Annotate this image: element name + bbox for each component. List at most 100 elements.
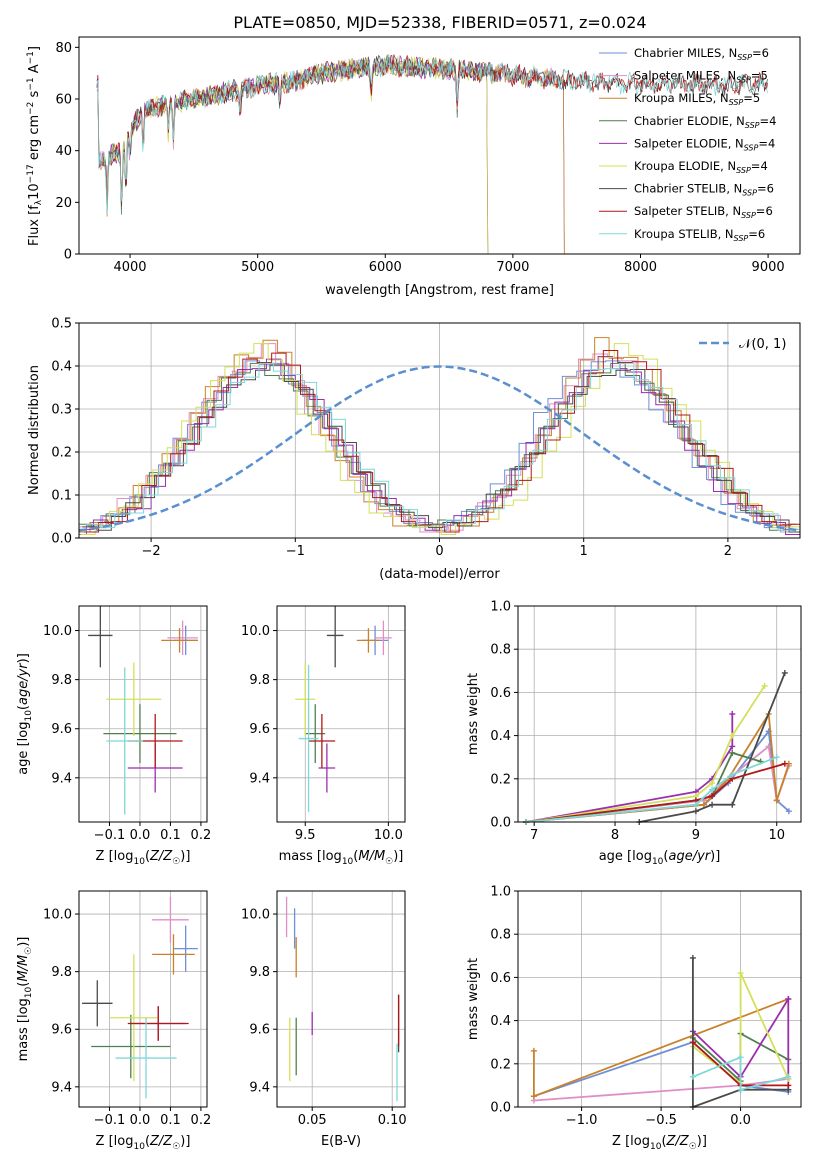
paren: )] — [180, 1134, 190, 1149]
subscript: ☉ — [172, 857, 180, 867]
x-tick-label: 10.0 — [374, 828, 403, 843]
paren: )] — [180, 849, 190, 864]
z-weight-frame — [517, 890, 802, 1108]
z-mass-frame — [78, 890, 208, 1108]
x-tick-label: 6000 — [369, 260, 402, 275]
equals: = — [757, 182, 767, 196]
subscript: SSP — [741, 211, 756, 220]
x-tick-label: 7 — [530, 828, 538, 843]
paren: )] — [16, 937, 31, 947]
math: ] — [27, 46, 42, 51]
subscript: SSP — [745, 121, 760, 130]
legend-n: , N — [725, 204, 741, 218]
histogram-series — [80, 343, 800, 536]
paren: )] — [16, 653, 31, 663]
x-axis-label: Z [log10(Z/Z☉)] — [96, 849, 191, 867]
y-tick-label: 9.8 — [249, 673, 270, 688]
legend-entry: Chabrier MILES, NSSP=6 — [634, 46, 769, 62]
paren: )] — [393, 849, 403, 864]
spectrum-frame — [78, 36, 801, 255]
legend-name: Salpeter STELIB — [634, 204, 725, 218]
x-tick-label: 0.0 — [130, 1113, 151, 1128]
subscript: 10 — [133, 1142, 145, 1152]
x-tick-label: −1.0 — [566, 1113, 598, 1128]
y-tick-label: 0.6 — [490, 686, 511, 701]
x-tick-label: −2 — [142, 544, 161, 559]
y-axis-label: Normed distribution — [27, 365, 42, 495]
y-tick-label: 0.0 — [51, 532, 72, 547]
y-tick-label: 0.2 — [490, 772, 511, 787]
math: Z/Z — [149, 849, 173, 864]
y-tick-label: 0.1 — [51, 489, 72, 504]
spectrum-line — [96, 54, 768, 215]
x-tick-label: 0 — [435, 544, 443, 559]
x-tick-label: 2 — [724, 544, 732, 559]
legend-name: Chabrier ELODIE — [634, 114, 729, 128]
subscript: SSP — [742, 189, 757, 198]
legend-entry: Salpeter MILES, NSSP=5 — [634, 69, 768, 85]
y-axis-label-text: mass [log — [16, 998, 31, 1061]
legend-entry: Kroupa ELODIE, NSSP=4 — [634, 159, 768, 175]
x-axis-label-text: age [log — [599, 849, 652, 864]
equals: = — [751, 159, 761, 173]
spectrum-line — [96, 58, 565, 254]
ebv-mass-plot: 0.05 0.10 9.4 9.6 9.8 10.0 E(B-V) — [241, 890, 407, 1149]
equals: = — [758, 136, 768, 150]
subscript: 10 — [24, 986, 34, 998]
y-tick-label: 0.0 — [490, 816, 511, 831]
legend-nssp: 6 — [765, 204, 772, 218]
x-axis-label-text: Z [log — [96, 1134, 134, 1149]
paren: ( — [353, 849, 358, 864]
legend-name: Salpeter ELODIE — [634, 136, 728, 150]
x-tick-label: 0.1 — [160, 828, 181, 843]
superscript: −17 — [26, 164, 36, 183]
y-tick-label: 20 — [55, 196, 72, 211]
legend-n: , N — [713, 91, 729, 105]
x-tick-label: 0.0 — [130, 828, 151, 843]
figure-title: PLATE=0850, MJD=52338, FIBERID=0571, z=0… — [233, 13, 646, 32]
subscript: SSP — [729, 98, 744, 107]
legend-n: , N — [720, 159, 736, 173]
x-tick-label: 0.0 — [730, 1113, 751, 1128]
weight-series-line — [525, 751, 761, 822]
y-tick-label: 0.8 — [490, 643, 511, 658]
math: M/M — [358, 849, 385, 864]
y-axis-label-text: age [log — [16, 722, 31, 775]
y-tick-label: 80 — [55, 41, 72, 56]
legend-nssp: 4 — [760, 159, 767, 173]
y-axis-label: mass weight — [466, 958, 481, 1040]
y-tick-label: 40 — [55, 144, 72, 159]
ebv-mass-frame — [276, 890, 406, 1108]
x-axis-label: mass [log10(M/M☉)] — [279, 849, 404, 867]
subscript: ☉ — [385, 857, 393, 867]
spectrum-plot: 4000 5000 6000 7000 8000 9000 0 20 40 60 80 wavelen… — [26, 36, 801, 298]
y-tick-label: 10.0 — [241, 624, 270, 639]
y-tick-label: 0.2 — [51, 446, 72, 461]
math: age/yr — [16, 662, 31, 705]
legend-n: , N — [729, 114, 745, 128]
weight-series-line — [639, 672, 786, 822]
x-tick-label: 7000 — [496, 260, 529, 275]
residuals-frame — [78, 322, 801, 539]
y-axis-label: age [log10(age/yr)] — [16, 653, 34, 775]
x-axis-label-text: Z [log — [612, 1134, 650, 1149]
math: s — [27, 90, 42, 101]
superscript: −2 — [26, 102, 36, 115]
y-tick-label: 9.6 — [51, 1023, 72, 1038]
subscript: SSP — [736, 166, 751, 175]
x-tick-label: −0.5 — [645, 1113, 677, 1128]
x-tick-label: 0.2 — [191, 828, 212, 843]
legend-name: Kroupa STELIB — [634, 227, 718, 241]
legend-entry: Salpeter STELIB, NSSP=6 — [634, 204, 773, 220]
subscript: 10 — [650, 1142, 662, 1152]
legend-entry: Chabrier STELIB, NSSP=6 — [634, 182, 774, 198]
subscript: SSP — [737, 53, 752, 62]
legend-n: , N — [720, 69, 736, 83]
x-tick-label: 0.10 — [378, 1113, 407, 1128]
y-tick-label: 10.0 — [43, 908, 72, 923]
legend-nssp: 6 — [767, 182, 774, 196]
y-tick-label: 0.4 — [490, 729, 511, 744]
z-age-frame — [78, 605, 208, 823]
y-tick-label: 0.4 — [490, 1014, 511, 1029]
